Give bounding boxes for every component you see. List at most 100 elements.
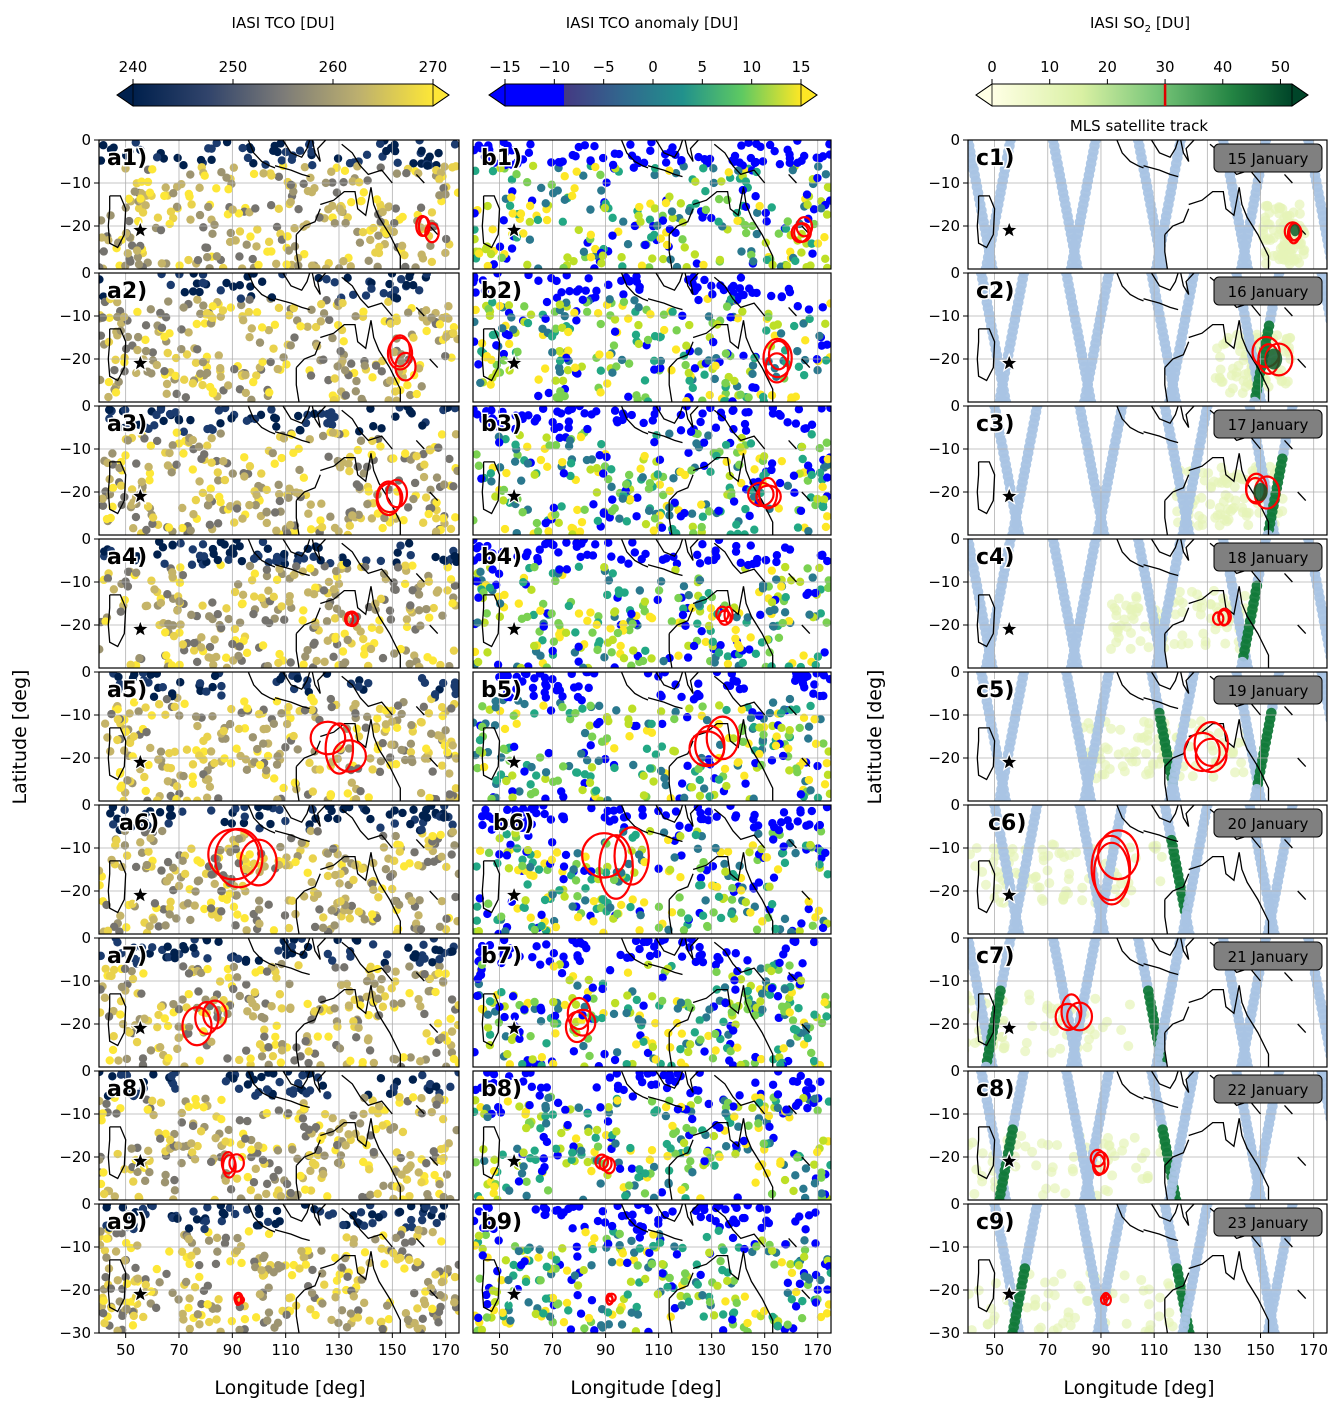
iasi-pixel	[317, 409, 326, 418]
iasi-pixel	[235, 227, 245, 236]
iasi-pixel	[732, 612, 741, 622]
iasi-pixel	[385, 279, 394, 289]
iasi-pixel	[180, 375, 189, 384]
iasi-pixel	[356, 436, 366, 445]
iasi-pixel	[735, 643, 744, 652]
iasi-pixel	[817, 406, 826, 413]
iasi-pixel	[815, 331, 824, 341]
coastline	[464, 745, 467, 754]
iasi-pixel	[217, 167, 226, 177]
iasi-pixel	[736, 443, 745, 452]
coastline	[788, 439, 797, 450]
iasi-pixel	[473, 577, 481, 586]
iasi-pixel	[252, 371, 261, 380]
plume-contour	[415, 214, 430, 237]
iasi-pixel	[659, 656, 668, 666]
iasi-pixel	[525, 235, 535, 244]
iasi-pixel	[538, 406, 548, 414]
y-tick-label: 0	[81, 264, 91, 282]
iasi-pixel	[570, 308, 579, 318]
iasi-pixel	[580, 505, 589, 515]
coastline	[107, 328, 127, 382]
iasi-pixel	[374, 231, 383, 240]
date-label: 15 January	[1228, 150, 1309, 168]
iasi-pixel	[234, 724, 244, 734]
iasi-pixel	[271, 414, 281, 423]
iasi-pixel	[220, 475, 230, 485]
iasi-pixel	[445, 790, 454, 799]
iasi-pixel	[253, 225, 262, 234]
iasi-pixel	[269, 146, 278, 156]
panel-a5: a5)0−10−20	[59, 663, 467, 802]
coastline	[282, 539, 311, 558]
iasi-pixel	[480, 286, 490, 295]
iasi-pixel	[361, 291, 371, 300]
iasi-pixel	[348, 511, 357, 520]
iasi-pixel	[746, 153, 756, 163]
iasi-pixel	[206, 484, 215, 493]
iasi-pixel	[668, 213, 677, 223]
iasi-pixel	[338, 647, 348, 656]
iasi-pixel	[236, 294, 246, 303]
iasi-pixel	[176, 539, 185, 548]
iasi-pixel	[793, 523, 803, 532]
iasi-pixel	[212, 184, 221, 193]
iasi-pixel	[195, 287, 204, 297]
coastline	[107, 195, 127, 249]
iasi-pixel	[214, 351, 223, 360]
iasi-pixel	[627, 609, 636, 619]
iasi-pixel	[167, 468, 176, 477]
iasi-pixel	[197, 643, 206, 652]
plume-contour	[343, 611, 355, 627]
iasi-pixel	[273, 752, 282, 761]
iasi-pixel	[226, 228, 235, 238]
iasi-pixel	[144, 678, 153, 687]
iasi-pixel	[218, 263, 228, 269]
iasi-pixel	[347, 778, 357, 787]
iasi-pixel	[574, 642, 583, 652]
iasi-pixel	[152, 360, 162, 370]
iasi-pixel	[780, 608, 790, 617]
iasi-pixel	[127, 500, 136, 510]
so2-pixel	[1238, 375, 1249, 386]
iasi-pixel	[308, 787, 318, 796]
iasi-pixel	[775, 478, 785, 488]
iasi-pixel	[225, 237, 235, 247]
iasi-pixel	[669, 474, 678, 483]
iasi-pixel	[528, 683, 538, 693]
so2-pixel	[1198, 628, 1209, 639]
iasi-pixel	[351, 387, 361, 396]
mls-track-point	[1177, 529, 1189, 535]
panel-label: c4)	[976, 545, 1014, 570]
iasi-pixel	[136, 145, 145, 155]
iasi-pixel	[752, 208, 762, 217]
coastline	[1116, 140, 1144, 169]
iasi-pixel	[586, 465, 595, 474]
plume-contour	[723, 605, 734, 624]
iasi-pixel	[205, 264, 214, 269]
iasi-pixel	[422, 273, 431, 278]
iasi-pixel	[541, 199, 550, 208]
iasi-pixel	[646, 310, 655, 319]
iasi-pixel	[640, 376, 650, 385]
iasi-pixel	[343, 273, 352, 283]
iasi-pixel	[772, 551, 782, 560]
panel-b2: b2)	[472, 272, 832, 403]
colorbar-3-tick-label: 20	[1098, 58, 1117, 76]
iasi-pixel	[586, 205, 595, 214]
iasi-pixel	[371, 248, 380, 257]
iasi-pixel	[396, 541, 405, 550]
coastline	[295, 474, 321, 502]
iasi-pixel	[605, 350, 614, 360]
iasi-pixel	[555, 300, 565, 309]
so2-pixel	[1125, 627, 1136, 638]
so2-pixel	[1199, 475, 1210, 486]
iasi-pixel	[202, 253, 212, 262]
iasi-pixel	[414, 606, 424, 615]
iasi-pixel	[120, 367, 129, 376]
iasi-pixel	[204, 653, 213, 662]
iasi-pixel	[586, 230, 596, 240]
iasi-pixel	[130, 556, 140, 565]
iasi-pixel	[572, 167, 581, 176]
iasi-pixel	[346, 262, 355, 269]
